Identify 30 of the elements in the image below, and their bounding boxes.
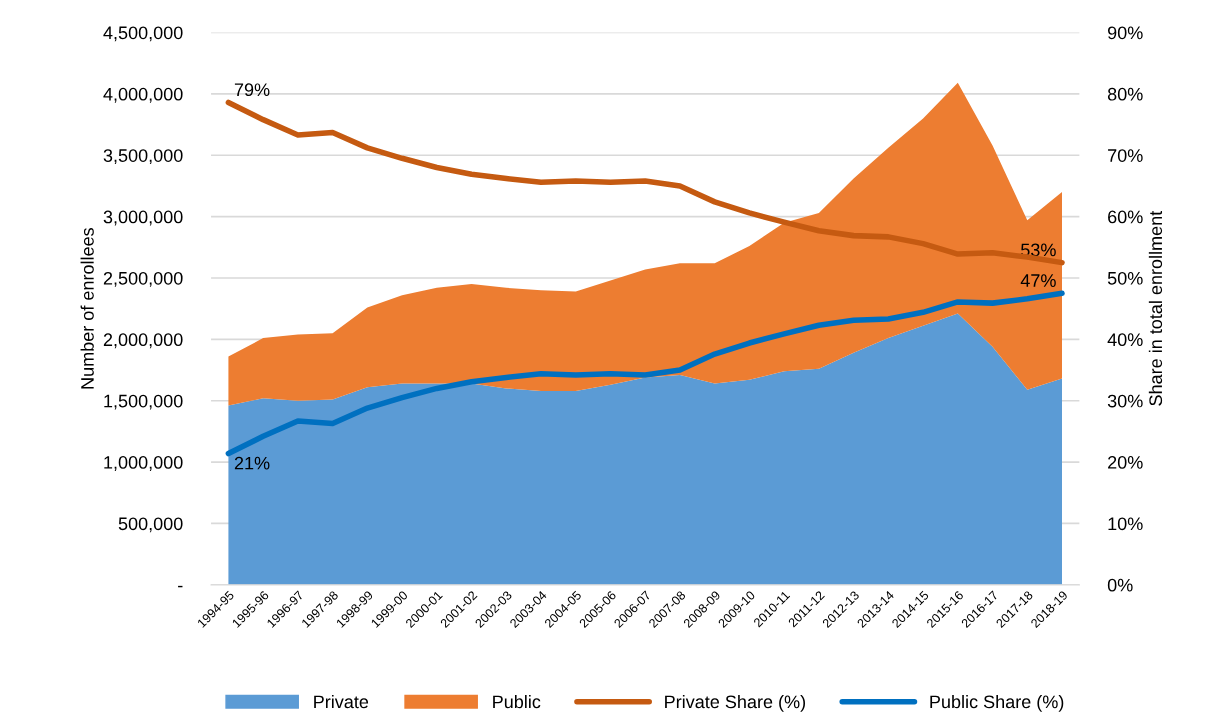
y2-tick-label: 10% <box>1108 517 1143 531</box>
y-tick-label: 4,000,000 <box>103 87 183 103</box>
y2-axis-title: Share in total enrollment <box>1148 210 1163 406</box>
legend-label: Public <box>493 694 541 709</box>
y-tick-label: 2,000,000 <box>103 333 183 349</box>
y2-tick-label: 50% <box>1107 271 1143 285</box>
annotation: 21% <box>234 456 270 470</box>
y-tick-label: 1,500,000 <box>104 394 183 410</box>
annotation: 79% <box>234 83 270 97</box>
y-tick-label: 4,500,000 <box>103 26 183 42</box>
y2-tick-label: 60% <box>1108 210 1143 224</box>
y2-tick-label: 90% <box>1107 26 1143 40</box>
y-tick-label: 3,500,000 <box>103 149 183 165</box>
y-tick-label: - <box>178 585 183 588</box>
y-tick-label: 3,000,000 <box>103 210 183 226</box>
legend-label: Private Share (%) <box>665 694 806 712</box>
legend-label: Private <box>314 694 369 709</box>
annotation: 47% <box>1020 274 1056 287</box>
y2-tick-label: 20% <box>1108 456 1143 469</box>
y2-tick-label: 30% <box>1107 394 1143 408</box>
y-tick-label: 500,000 <box>118 517 183 533</box>
legend-label: Public Share (%) <box>930 694 1064 712</box>
annotation: 53% <box>1021 243 1056 257</box>
y-tick-label: 1,000,000 <box>104 456 183 471</box>
y2-tick-label: 80% <box>1107 87 1143 101</box>
y2-tick-label: 40% <box>1107 333 1143 347</box>
y2-tick-label: 70% <box>1108 149 1143 162</box>
y-axis-title: Number of enrollees <box>80 228 94 389</box>
y-tick-label: 2,500,000 <box>103 271 183 287</box>
y2-tick-label: 0% <box>1107 578 1133 592</box>
